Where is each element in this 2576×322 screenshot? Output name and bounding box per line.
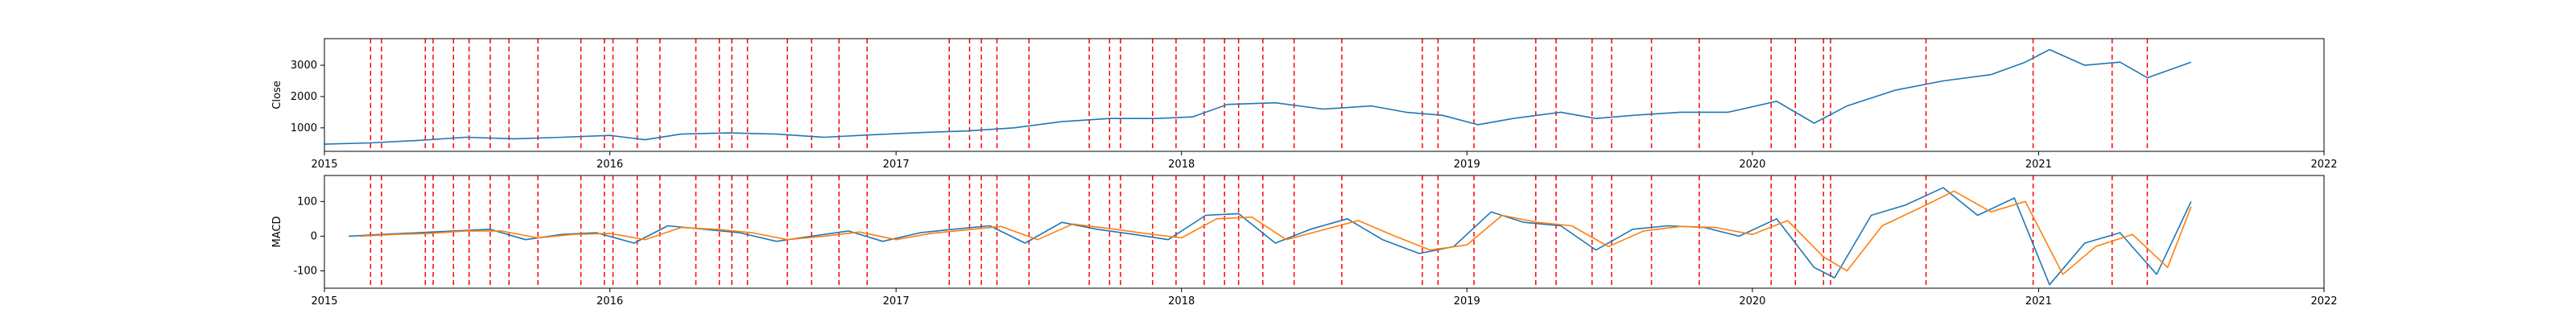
x-tick-label: 2017 xyxy=(883,159,910,171)
x-tick-label: 2016 xyxy=(597,295,623,308)
x-tick-label: 2015 xyxy=(311,295,337,308)
y-tick-label: 100 xyxy=(297,196,317,208)
y-tick-label: 0 xyxy=(311,230,317,242)
x-tick-label: 2020 xyxy=(1739,159,1765,171)
series-line-0 xyxy=(349,187,2192,286)
x-tick-label: 2021 xyxy=(2025,159,2052,171)
x-tick-label: 2018 xyxy=(1168,295,1195,308)
macd-panel: -100 0 100 2015 2016 2017 2018 2019 2020 2021 2022… xyxy=(271,175,2338,308)
x-tick-label: 2019 xyxy=(1454,295,1480,308)
x-tick-label: 2019 xyxy=(1454,159,1480,171)
x-tick-label: 2016 xyxy=(597,159,623,171)
y-tick-label: 2000 xyxy=(291,91,317,103)
y-tick-label: -100 xyxy=(293,265,317,277)
x-tick-label: 2022 xyxy=(2310,295,2337,308)
x-tick-label: 2022 xyxy=(2310,159,2337,171)
x-tick-label: 2020 xyxy=(1739,295,1765,308)
x-tick-label: 2021 xyxy=(2025,295,2052,308)
axes-frame xyxy=(324,175,2325,289)
y-tick-label: 1000 xyxy=(291,122,317,134)
x-tick-label: 2018 xyxy=(1168,159,1195,171)
x-tick-label: 2015 xyxy=(311,159,337,171)
axes-frame xyxy=(324,38,2325,152)
y-axis-label: Close xyxy=(271,80,283,109)
y-tick-label: 3000 xyxy=(291,60,317,72)
x-tick-label: 2017 xyxy=(883,295,910,308)
y-axis-label: MACD xyxy=(271,217,283,248)
series-line-0 xyxy=(324,48,2192,145)
series-line-1 xyxy=(359,190,2192,275)
close-price-panel: 1000 2000 3000 2015 2016 2017 2018 2019 2020 2021… xyxy=(271,38,2338,171)
